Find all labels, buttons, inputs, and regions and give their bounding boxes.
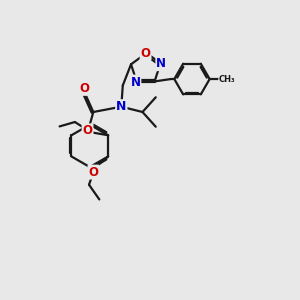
- Text: N: N: [156, 57, 166, 70]
- Text: O: O: [80, 82, 89, 95]
- Text: N: N: [116, 100, 127, 113]
- Text: O: O: [141, 46, 151, 60]
- Text: O: O: [88, 166, 98, 178]
- Text: O: O: [82, 124, 92, 137]
- Text: N: N: [130, 76, 140, 88]
- Text: CH₃: CH₃: [219, 75, 236, 84]
